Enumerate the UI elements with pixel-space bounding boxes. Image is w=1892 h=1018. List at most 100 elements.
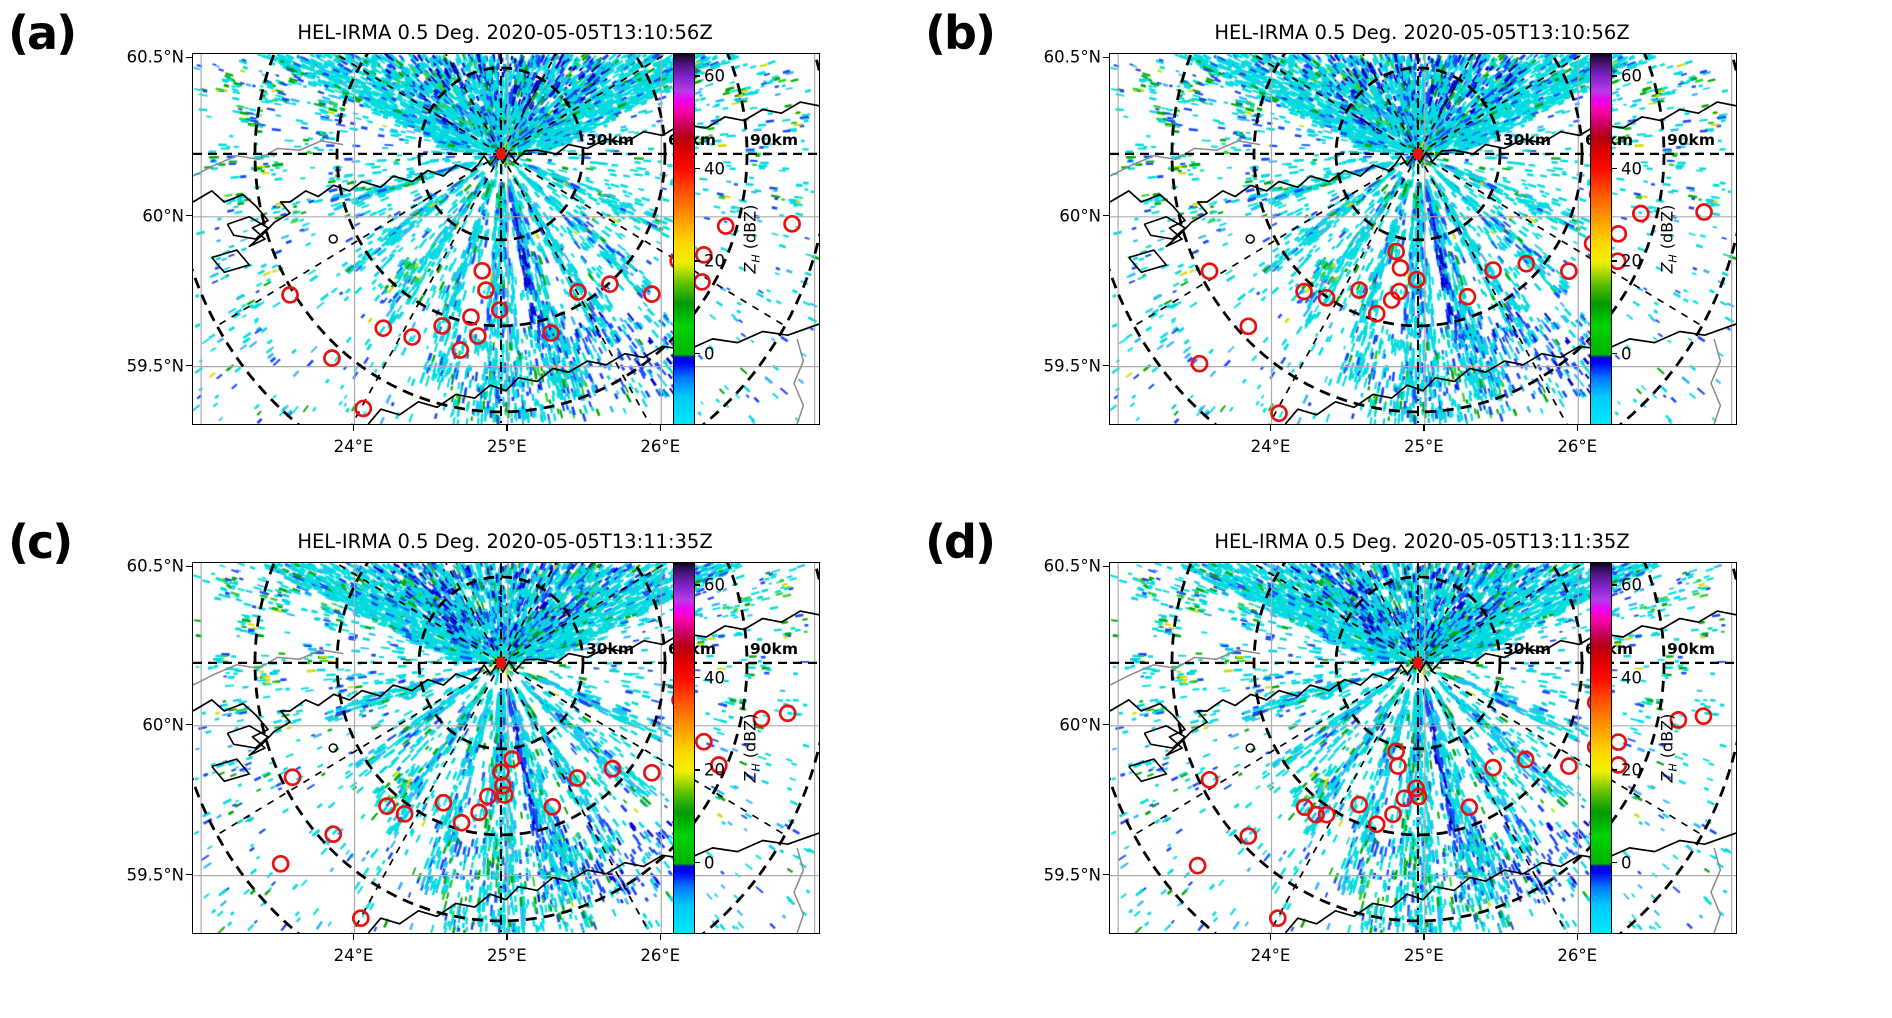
colorbar-tick-label: 60 <box>1621 66 1642 86</box>
lon-tick-mark <box>1423 934 1425 940</box>
colorbar-label-z: Z <box>1657 262 1677 274</box>
lat-tick-mark <box>1103 56 1109 59</box>
colorbar-tick-label: 0 <box>1621 853 1632 873</box>
panel-letter-label: (d) <box>925 515 996 569</box>
colorbar <box>1590 562 1612 934</box>
lon-tick-label: 24°E <box>1250 437 1291 456</box>
lat-tick-label: 59.5°N <box>126 865 184 885</box>
lat-tick-mark <box>186 56 192 59</box>
colorbar-tick-mark <box>1611 861 1617 864</box>
lat-tick-label: 59.5°N <box>1043 865 1101 885</box>
lon-tick-mark <box>352 425 355 431</box>
lon-tick-mark <box>659 934 661 940</box>
map-area: 30km60km90km <box>1109 562 1737 934</box>
lon-tick-label: 26°E <box>640 437 681 456</box>
lon-tick-label: 25°E <box>487 437 527 456</box>
lat-tick-mark <box>186 724 192 726</box>
lat-tick-label: 60.5°N <box>1043 47 1101 67</box>
colorbar-label-z: Z <box>740 771 760 783</box>
colorbar-tick-label: 0 <box>1621 344 1632 364</box>
radar-echo-canvas <box>1110 563 1736 933</box>
colorbar-tick-mark <box>694 167 700 170</box>
lat-tick-mark <box>1103 724 1109 726</box>
lat-tick-label: 60°N <box>1059 715 1101 735</box>
lon-tick-label: 24°E <box>1250 946 1291 965</box>
colorbar-label-sub: H <box>1666 763 1680 772</box>
colorbar-tick-mark <box>694 260 700 262</box>
colorbar-label-sub: H <box>749 254 763 263</box>
colorbar-axis-label: ZH (dBZ) <box>740 205 762 274</box>
radar-panel-d: (d) HEL-IRMA 0.5 Deg. 2020-05-05T13:11:35… <box>917 509 1863 1018</box>
colorbar <box>673 562 695 934</box>
lon-tick-label: 25°E <box>1404 946 1444 965</box>
plot-title: HEL-IRMA 0.5 Deg. 2020-05-05T13:10:56Z <box>297 21 713 44</box>
colorbar-tick-mark <box>694 75 700 77</box>
colorbar-tick-mark <box>694 676 700 679</box>
colorbar-tick-mark <box>1611 167 1617 170</box>
lon-tick-label: 24°E <box>333 946 374 965</box>
lat-tick-label: 60.5°N <box>126 47 184 67</box>
lat-tick-mark <box>1103 873 1109 876</box>
plot-title: HEL-IRMA 0.5 Deg. 2020-05-05T13:10:56Z <box>1214 21 1630 44</box>
colorbar-tick-label: 20 <box>1621 760 1642 780</box>
colorbar-tick-label: 0 <box>704 344 715 364</box>
lat-tick-mark <box>1103 215 1109 217</box>
panel-letter-label: (a) <box>8 6 77 60</box>
colorbar-tick-mark <box>1611 75 1617 77</box>
lat-tick-label: 60°N <box>142 715 184 735</box>
colorbar-label-units: (dBZ) <box>1657 713 1677 764</box>
colorbar-tick-label: 40 <box>1621 668 1642 688</box>
lon-tick-mark <box>659 425 661 431</box>
colorbar-tick-label: 0 <box>704 853 715 873</box>
lat-tick-mark <box>1103 364 1109 367</box>
lon-tick-mark <box>506 934 508 940</box>
colorbar-tick-label: 20 <box>704 251 725 271</box>
lon-tick-mark <box>352 934 355 940</box>
lat-tick-label: 59.5°N <box>126 356 184 376</box>
colorbar-tick-mark <box>694 861 700 864</box>
lon-tick-label: 25°E <box>1404 437 1444 456</box>
colorbar-label-units: (dBZ) <box>740 713 760 764</box>
lon-tick-mark <box>1423 425 1425 431</box>
lat-tick-label: 59.5°N <box>1043 356 1101 376</box>
lon-tick-mark <box>1269 934 1272 940</box>
colorbar <box>1590 53 1612 425</box>
lon-tick-label: 26°E <box>1557 437 1598 456</box>
colorbar-axis-label: ZH (dBZ) <box>740 714 762 783</box>
colorbar-tick-mark <box>1611 260 1617 262</box>
colorbar-tick-mark <box>1611 584 1617 586</box>
plot-title: HEL-IRMA 0.5 Deg. 2020-05-05T13:11:35Z <box>297 530 713 553</box>
colorbar-tick-mark <box>1611 676 1617 679</box>
lat-tick-mark <box>186 364 192 367</box>
radar-echo-canvas <box>193 563 819 933</box>
panel-letter-label: (b) <box>925 6 996 60</box>
lon-tick-label: 26°E <box>640 946 681 965</box>
lon-tick-mark <box>1576 934 1578 940</box>
colorbar-label-units: (dBZ) <box>740 204 760 255</box>
lon-tick-mark <box>1269 425 1272 431</box>
colorbar-tick-mark <box>1611 352 1617 355</box>
colorbar-label-sub: H <box>1666 254 1680 263</box>
radar-panel-b: (b) HEL-IRMA 0.5 Deg. 2020-05-05T13:10:56… <box>917 0 1863 509</box>
colorbar-tick-mark <box>1611 769 1617 771</box>
colorbar-tick-label: 60 <box>704 575 725 595</box>
map-area: 30km60km90km <box>192 53 820 425</box>
lat-tick-label: 60°N <box>142 206 184 226</box>
lat-tick-mark <box>186 565 192 568</box>
colorbar-tick-label: 40 <box>1621 159 1642 179</box>
colorbar-tick-label: 40 <box>704 159 725 179</box>
radar-panel-a: (a) HEL-IRMA 0.5 Deg. 2020-05-05T13:10:56… <box>0 0 946 509</box>
colorbar-tick-mark <box>694 352 700 355</box>
lat-tick-mark <box>1103 565 1109 568</box>
colorbar-label-units: (dBZ) <box>1657 204 1677 255</box>
plot-title: HEL-IRMA 0.5 Deg. 2020-05-05T13:11:35Z <box>1214 530 1630 553</box>
radar-echo-canvas <box>1110 54 1736 424</box>
lat-tick-label: 60°N <box>1059 206 1101 226</box>
lat-tick-label: 60.5°N <box>126 556 184 576</box>
map-area: 30km60km90km <box>1109 53 1737 425</box>
lon-tick-label: 24°E <box>333 437 374 456</box>
lon-tick-mark <box>506 425 508 431</box>
lat-tick-label: 60.5°N <box>1043 556 1101 576</box>
colorbar-tick-label: 40 <box>704 668 725 688</box>
colorbar-tick-mark <box>694 584 700 586</box>
